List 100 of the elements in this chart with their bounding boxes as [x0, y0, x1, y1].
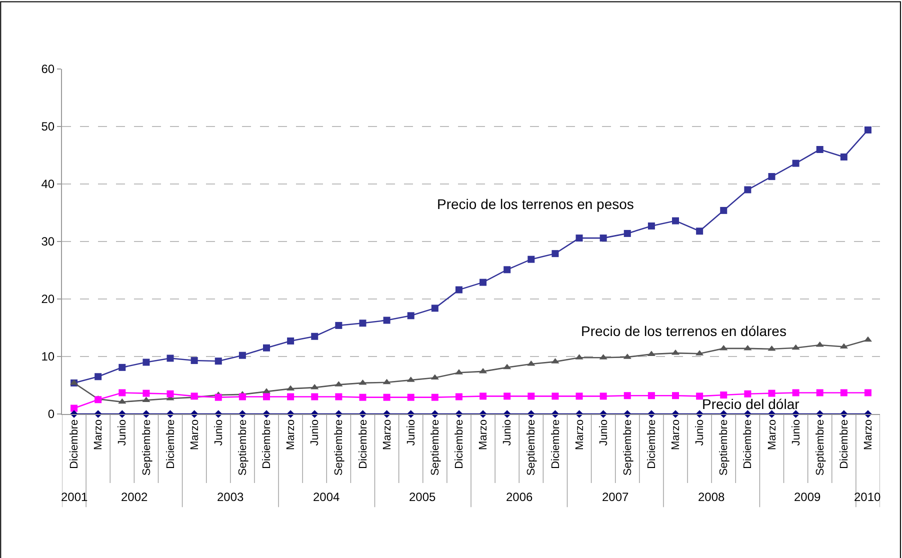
point [528, 256, 535, 263]
text: 2004 [313, 490, 340, 504]
x-tick-label: Junio [694, 419, 706, 446]
text: 2010 [854, 490, 882, 504]
point [600, 234, 607, 242]
x-tick-label: Diciembre [164, 419, 177, 469]
text: 2007 [602, 490, 630, 504]
point [94, 373, 102, 380]
x-tick-label: Junio [502, 419, 514, 446]
point [648, 222, 655, 230]
text: 2009 [794, 490, 822, 504]
point [864, 389, 872, 396]
point [382, 378, 391, 384]
point [287, 393, 294, 400]
series-label: Precio de los terrenos en dólares [581, 323, 786, 339]
point [504, 392, 511, 400]
x-tick-label: Marzo [285, 419, 298, 450]
x-tick-label: Marzo [188, 419, 201, 450]
point [118, 398, 126, 404]
point [696, 228, 704, 235]
y-tick-label: 60 [41, 62, 55, 76]
point [648, 392, 655, 400]
x-tick-label: Diciembre [261, 419, 274, 469]
point [792, 160, 800, 167]
point [214, 394, 222, 401]
point [407, 394, 414, 401]
point [720, 344, 728, 350]
x-tick-label: Septiembre [429, 419, 442, 476]
point [190, 357, 198, 364]
x-tick-label: Septiembre [140, 419, 153, 476]
point [359, 320, 366, 327]
x-tick-label: Septiembre [718, 419, 730, 476]
point [672, 392, 679, 400]
x-tick-label: Diciembre [646, 419, 658, 469]
x-tick-label: Marzo [381, 419, 394, 450]
point [744, 344, 752, 350]
point [287, 337, 294, 344]
y-tick-label: 20 [41, 292, 55, 306]
series-label: Precio del dólar [702, 396, 800, 412]
point [720, 206, 728, 214]
point [768, 390, 776, 397]
point [238, 352, 246, 359]
point [503, 364, 512, 370]
point [335, 393, 342, 400]
point [166, 390, 174, 398]
text: 2008 [698, 490, 726, 504]
point [431, 394, 438, 401]
series-label: Precio de los terrenos en pesos [437, 196, 634, 212]
point [840, 389, 848, 396]
x-tick-label: Marzo [862, 419, 875, 450]
text: 2005 [409, 490, 436, 504]
x-tick-label: Septiembre [237, 419, 250, 476]
point [624, 230, 631, 237]
point [864, 126, 872, 134]
point [335, 322, 342, 329]
point [624, 392, 631, 400]
point [576, 392, 583, 400]
x-tick-label: Marzo [478, 419, 490, 450]
point [118, 389, 126, 396]
point [311, 332, 318, 340]
x-tick-label: Marzo [670, 419, 682, 450]
text: 2002 [121, 490, 148, 504]
point [263, 393, 270, 400]
x-tick-label: Diciembre [838, 419, 850, 469]
point [504, 266, 511, 274]
point [263, 344, 270, 352]
point [552, 250, 559, 258]
point [407, 312, 414, 320]
point [359, 394, 366, 401]
x-tick-label: Marzo [574, 419, 586, 450]
point [430, 374, 439, 380]
y-tick-label: 0 [48, 407, 55, 422]
point [455, 393, 462, 400]
x-tick-label: Diciembre [357, 419, 370, 469]
point [311, 393, 318, 400]
x-tick-label: Septiembre [622, 419, 634, 476]
point [118, 364, 126, 371]
x-tick-label: Junio [116, 419, 129, 446]
x-tick-label: Marzo [766, 419, 778, 450]
text: 2001 [61, 490, 88, 504]
point [792, 344, 800, 350]
x-tick-label: Junio [790, 419, 802, 446]
point [840, 153, 848, 160]
point [720, 392, 728, 399]
x-tick-label: Diciembre [742, 419, 754, 469]
x-tick-label: Junio [598, 419, 610, 446]
text: 2003 [217, 490, 244, 504]
point [672, 217, 679, 224]
point [358, 379, 367, 385]
point [696, 392, 704, 400]
point [816, 389, 824, 396]
point [600, 392, 607, 400]
point [455, 286, 462, 294]
point [528, 392, 535, 400]
point [744, 390, 752, 398]
point [94, 396, 102, 404]
point [383, 316, 390, 324]
point [383, 394, 390, 401]
point [214, 358, 222, 365]
y-tick-label: 50 [41, 120, 55, 134]
